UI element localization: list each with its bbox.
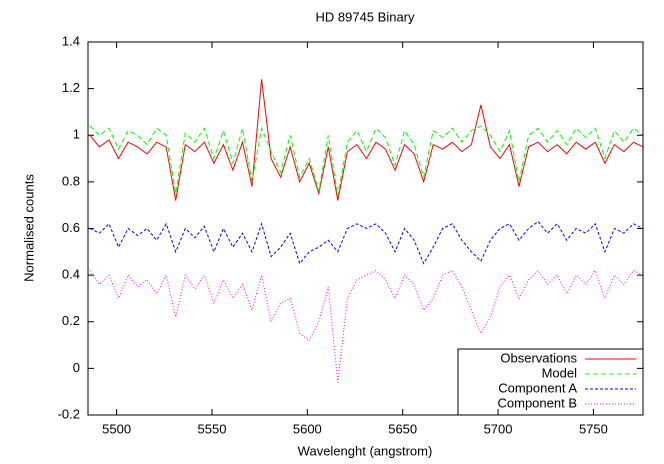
x-tick-label: 5600: [293, 421, 322, 436]
y-tick-label: 0.4: [62, 267, 80, 282]
y-tick-label: 0.6: [62, 220, 80, 235]
x-tick-label: 5650: [388, 421, 417, 436]
legend-box: [457, 348, 644, 416]
x-tick-label: 5700: [484, 421, 513, 436]
series-line: [89, 79, 644, 201]
legend-label: Model: [542, 365, 578, 380]
chart-title: HD 89745 Binary: [316, 9, 415, 24]
x-tick-label: 5750: [579, 421, 608, 436]
x-axis-label: Wavelenght (angstrom): [298, 443, 433, 458]
legend-label: Component A: [498, 380, 577, 395]
y-tick-label: 0.2: [62, 313, 80, 328]
y-axis-label: Normalised counts: [21, 174, 36, 282]
legend-label: Component B: [498, 395, 578, 410]
y-tick-label: 0: [73, 360, 80, 375]
y-tick-label: 1.4: [62, 33, 80, 48]
x-tick-label: 5550: [198, 421, 227, 436]
plot-frame: [87, 41, 644, 416]
series-line: [89, 125, 644, 196]
legend-label: Observations: [500, 350, 577, 365]
y-tick-label: 1: [73, 127, 80, 142]
x-tick-label: 5500: [102, 421, 131, 436]
y-tick-label: 1.2: [62, 80, 80, 95]
y-tick-label: -0.2: [58, 406, 80, 421]
series-line: [89, 220, 644, 265]
y-tick-label: 0.8: [62, 173, 80, 188]
